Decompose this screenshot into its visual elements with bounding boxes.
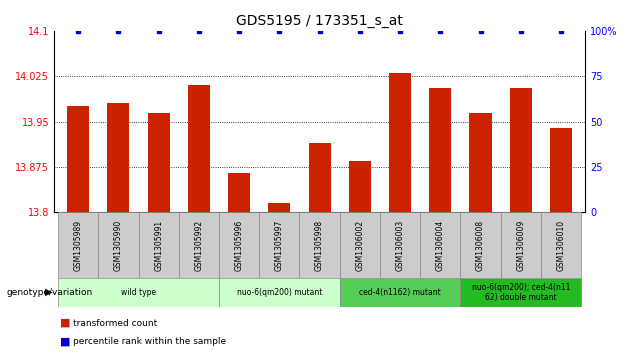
Bar <box>219 212 259 278</box>
Text: nuo-6(qm200); ced-4(n11
62) double mutant: nuo-6(qm200); ced-4(n11 62) double mutan… <box>471 282 570 302</box>
Bar <box>509 88 532 212</box>
Bar <box>429 88 452 212</box>
Title: GDS5195 / 173351_s_at: GDS5195 / 173351_s_at <box>236 15 403 28</box>
Text: GSM1305998: GSM1305998 <box>315 220 324 270</box>
Bar <box>228 173 250 212</box>
Bar <box>469 113 492 212</box>
Text: GSM1305989: GSM1305989 <box>74 220 83 270</box>
Bar <box>107 103 130 212</box>
Text: GSM1306004: GSM1306004 <box>436 219 445 271</box>
Bar <box>99 212 139 278</box>
Text: transformed count: transformed count <box>73 319 157 327</box>
Bar <box>340 278 460 307</box>
Text: ■: ■ <box>60 336 71 346</box>
Bar <box>300 212 340 278</box>
Text: wild type: wild type <box>121 288 156 297</box>
Text: GSM1306002: GSM1306002 <box>356 220 364 270</box>
Text: ced-4(n1162) mutant: ced-4(n1162) mutant <box>359 288 441 297</box>
Bar <box>541 212 581 278</box>
Text: genotype/variation: genotype/variation <box>6 288 93 297</box>
Text: GSM1306009: GSM1306009 <box>516 219 525 271</box>
Text: GSM1305997: GSM1305997 <box>275 219 284 271</box>
Bar <box>349 161 371 212</box>
Bar <box>58 212 99 278</box>
Bar <box>259 212 300 278</box>
Bar <box>550 128 572 212</box>
Text: GSM1306008: GSM1306008 <box>476 220 485 270</box>
Bar <box>380 212 420 278</box>
Text: ▶: ▶ <box>45 287 53 297</box>
Bar <box>219 278 340 307</box>
Bar <box>67 106 89 212</box>
Text: GSM1306010: GSM1306010 <box>556 220 565 270</box>
Text: GSM1305996: GSM1305996 <box>235 219 244 271</box>
Bar <box>148 113 170 212</box>
Bar <box>389 73 411 212</box>
Bar <box>58 278 219 307</box>
Bar <box>268 203 291 212</box>
Bar <box>308 143 331 212</box>
Text: nuo-6(qm200) mutant: nuo-6(qm200) mutant <box>237 288 322 297</box>
Bar <box>139 212 179 278</box>
Bar <box>188 85 210 212</box>
Bar <box>340 212 380 278</box>
Text: percentile rank within the sample: percentile rank within the sample <box>73 337 226 346</box>
Bar <box>179 212 219 278</box>
Text: GSM1305990: GSM1305990 <box>114 219 123 271</box>
Bar <box>460 278 581 307</box>
Bar <box>460 212 501 278</box>
Bar <box>501 212 541 278</box>
Bar <box>420 212 460 278</box>
Text: GSM1305992: GSM1305992 <box>195 220 204 270</box>
Text: ■: ■ <box>60 318 71 328</box>
Text: GSM1305991: GSM1305991 <box>154 220 163 270</box>
Text: GSM1306003: GSM1306003 <box>396 219 404 271</box>
